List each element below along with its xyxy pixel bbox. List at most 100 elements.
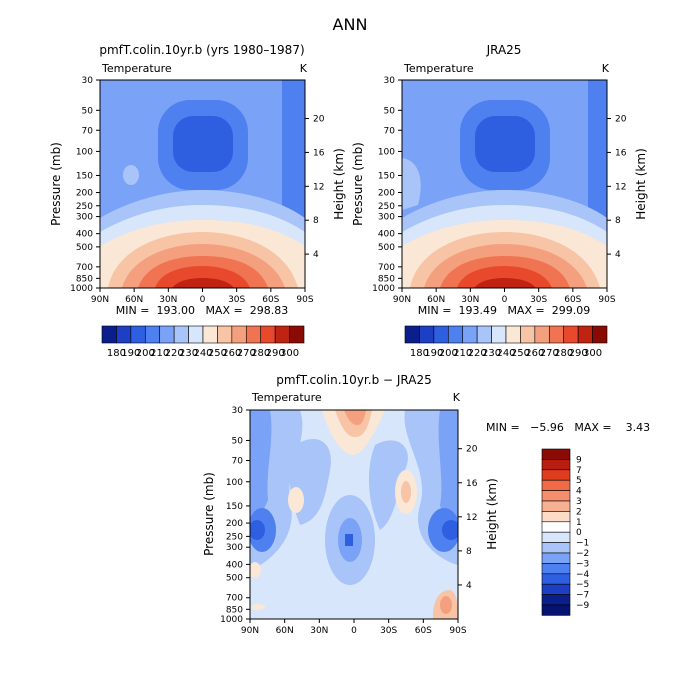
x-tick-label: 30S xyxy=(228,295,245,305)
y2-tick-label: 4 xyxy=(313,250,319,260)
colorbar-swatch xyxy=(202,325,218,344)
colorbar-label: 180 xyxy=(107,348,126,359)
contour-field xyxy=(100,80,305,288)
x-tick-label: 60N xyxy=(125,295,143,305)
x-tick-label: 0 xyxy=(351,626,357,636)
y-tick-label: 700 xyxy=(378,263,395,273)
y-tick-label: 500 xyxy=(76,243,93,253)
colorbar-label: 280 xyxy=(554,348,573,359)
colorbar-label: −3 xyxy=(576,559,589,569)
contour-fill-pole-band xyxy=(282,80,305,230)
contour-fill-positive-spot xyxy=(401,481,411,503)
y-tick-label: 250 xyxy=(226,532,243,542)
y-tick-label: 150 xyxy=(378,171,395,181)
y-tick-label: 150 xyxy=(76,171,93,181)
colorbar-label: 220 xyxy=(468,348,487,359)
colorbar-swatch xyxy=(577,325,593,344)
colorbar-swatch xyxy=(541,563,571,575)
panel-units-label: K xyxy=(453,391,461,404)
y2-tick-label: 8 xyxy=(615,216,621,226)
panel-title: pmfT.colin.10yr.b − JRA25 xyxy=(276,373,431,387)
colorbar-label: 210 xyxy=(453,348,472,359)
panel-variable-label: Temperature xyxy=(251,391,322,404)
x-tick-label: 60N xyxy=(427,295,445,305)
colorbar-label: 200 xyxy=(136,348,155,359)
colorbar-label: 250 xyxy=(511,348,530,359)
colorbar-swatch xyxy=(534,325,550,344)
y-tick-label: 200 xyxy=(378,189,395,199)
y-axis-label: Pressure (mb) xyxy=(202,472,216,556)
bottom-axis: 90N 60N 30N 0 30S 60S 90S xyxy=(241,619,467,636)
contour-field xyxy=(402,80,607,288)
colorbar-swatch xyxy=(541,459,571,471)
y2-tick-label: 20 xyxy=(615,115,627,125)
y-tick-label: 250 xyxy=(76,202,93,212)
colorbar-swatch xyxy=(592,325,608,344)
y2-tick-label: 20 xyxy=(313,115,325,125)
y2-tick-label: 20 xyxy=(466,445,478,455)
y-tick-label: 50 xyxy=(232,436,244,446)
contour-fill-positive-surface xyxy=(440,596,452,614)
x-tick-label: 90N xyxy=(393,295,411,305)
colorbar-swatch xyxy=(541,542,571,554)
colorbar-label: 290 xyxy=(266,348,285,359)
right-axis: 20 16 12 8 4 xyxy=(305,115,325,260)
y-tick-label: 50 xyxy=(384,106,396,116)
x-tick-label: 30N xyxy=(461,295,479,305)
contour-fill-strong-negative-left xyxy=(250,520,265,540)
colorbar-label: 280 xyxy=(251,348,270,359)
contour-fill-positive-top xyxy=(344,410,366,425)
y-tick-label: 700 xyxy=(226,594,243,604)
colorbar-swatch xyxy=(563,325,579,344)
contour-fill-cold-core xyxy=(475,116,535,172)
y-tick-label: 700 xyxy=(76,263,93,273)
y-tick-label: 30 xyxy=(232,406,244,416)
y-tick-label: 70 xyxy=(82,126,94,136)
panel-difference: pmfT.colin.10yr.b − JRA25 Temperature K xyxy=(202,373,590,636)
colorbar-label: 5 xyxy=(576,476,582,486)
contour-fill-negative-mid xyxy=(368,440,408,530)
colorbar-swatch xyxy=(433,325,449,344)
colorbar-swatch xyxy=(447,325,464,344)
colorbar-label: 270 xyxy=(540,348,559,359)
contour-fill-warm-spot xyxy=(402,158,421,210)
y2-tick-label: 16 xyxy=(615,148,627,158)
x-tick-label: 60S xyxy=(564,295,581,305)
contour-fill-positive-surface xyxy=(250,562,261,578)
colorbar-swatch xyxy=(289,325,305,344)
colorbar-swatch xyxy=(541,469,571,481)
y-tick-label: 70 xyxy=(232,457,244,467)
y-tick-label: 100 xyxy=(226,478,243,488)
contour-fill-warm-spot xyxy=(123,165,139,185)
figure-title: ANN xyxy=(333,15,368,34)
colorbar-label: 300 xyxy=(583,348,602,359)
colorbar-label: −7 xyxy=(576,591,589,601)
contour-fill-level-9 xyxy=(474,278,536,288)
colorbar-label: 210 xyxy=(150,348,169,359)
y2-tick-label: 8 xyxy=(313,216,319,226)
colorbar-swatch xyxy=(541,594,571,606)
colorbar-label: 1 xyxy=(576,518,582,528)
x-tick-label: 90S xyxy=(296,295,313,305)
colorbar-swatch xyxy=(541,521,571,533)
y2-axis-label: Height (km) xyxy=(485,478,499,549)
x-tick-label: 60S xyxy=(262,295,279,305)
colorbar-label: 250 xyxy=(208,348,227,359)
y-tick-label: 200 xyxy=(76,189,93,199)
colorbar-label: 2 xyxy=(576,507,582,517)
colorbar-swatch xyxy=(541,583,571,595)
y-tick-label: 50 xyxy=(82,106,94,116)
y-tick-label: 400 xyxy=(226,560,243,570)
colorbar-swatch xyxy=(116,325,132,344)
panel-stats: MIN = −5.96 MAX = 3.43 xyxy=(486,421,651,434)
colorbar-label: 190 xyxy=(121,348,140,359)
y-tick-label: 30 xyxy=(384,76,396,86)
contour-fill-positive-surface xyxy=(251,604,265,610)
colorbar-label: 190 xyxy=(424,348,443,359)
panel-reanalysis: JRA25 Temperature K 30507010015020025030… xyxy=(351,43,648,359)
y-tick-label: 400 xyxy=(378,230,395,240)
contour-fill-strong-negative-right xyxy=(438,410,458,530)
